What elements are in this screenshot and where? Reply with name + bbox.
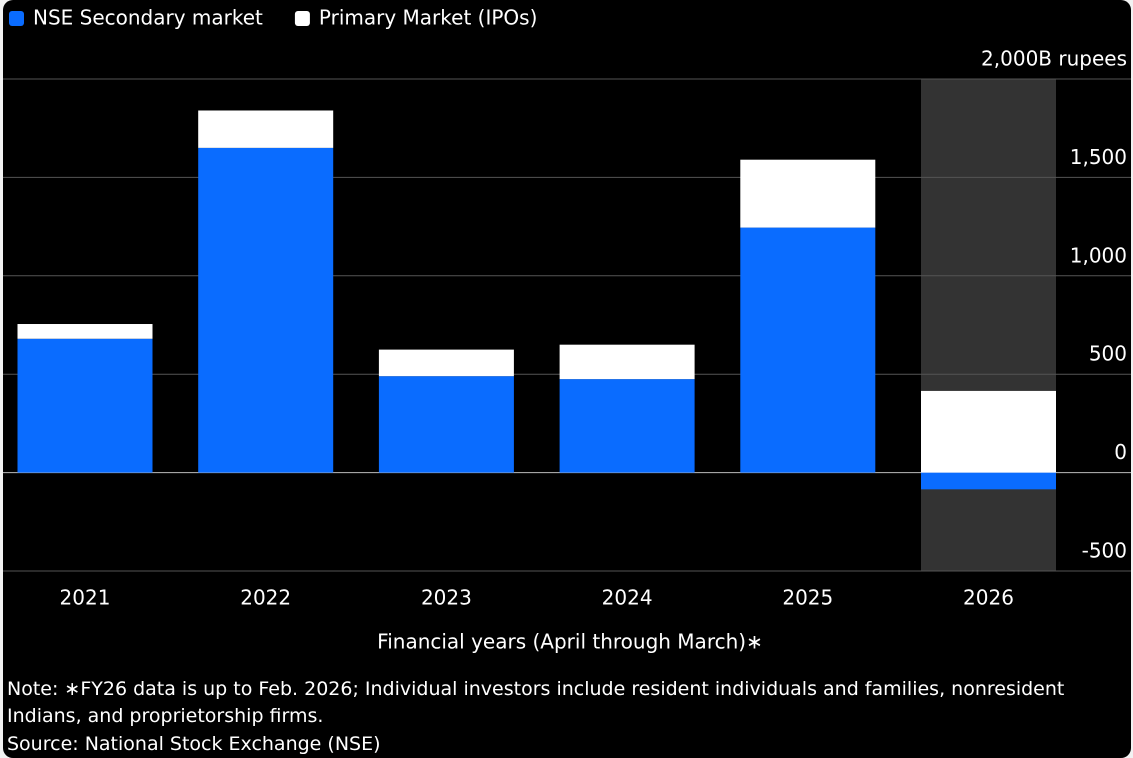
legend-label: NSE Secondary market [33,6,263,30]
y-tick-label: -500 [1082,539,1127,563]
note: Note: ∗FY26 data is up to Feb. 2026; Ind… [7,678,1065,727]
bar-segment [559,344,695,380]
x-tick-label: 2024 [602,586,653,610]
x-tick-label: 2021 [60,586,111,610]
x-tick-label: 2022 [240,586,291,610]
y-tick-label: 1,000 [1070,243,1127,267]
bar-segment [17,338,153,473]
legend-swatch [9,11,24,26]
bar-segment [198,147,334,473]
bar-segment [740,159,876,228]
y-tick-label: 0 [1114,440,1127,464]
x-tick-label: 2026 [963,586,1014,610]
bar-segment [198,110,334,148]
chart: -500 0 500 1,000 1,500 2,000B rupees NSE Secon… [3,6,1131,654]
y-tick-label: 2,000B rupees [981,47,1127,71]
x-tick-label: 2023 [421,586,472,610]
legend-swatch [294,11,310,26]
bar-segment [740,227,876,473]
bar-segment [921,390,1056,473]
highlight-band [921,79,1056,571]
bar-segment [17,324,153,339]
source: Source: National Stock Exchange (NSE) [7,733,381,755]
bar-segment [559,379,695,473]
bar-segment [921,472,1056,490]
bar-segment [378,376,514,473]
bar-segment [378,349,514,377]
y-tick-label: 500 [1089,342,1127,366]
legend-label: Primary Market (IPOs) [319,6,537,30]
y-tick-label: 1,500 [1070,145,1127,169]
x-axis-title: Financial years (April through March)∗ [377,630,763,654]
chart-frame: -500 0 500 1,000 1,500 2,000B rupees NSE Secon… [3,0,1131,758]
x-tick-label: 2025 [782,586,833,610]
